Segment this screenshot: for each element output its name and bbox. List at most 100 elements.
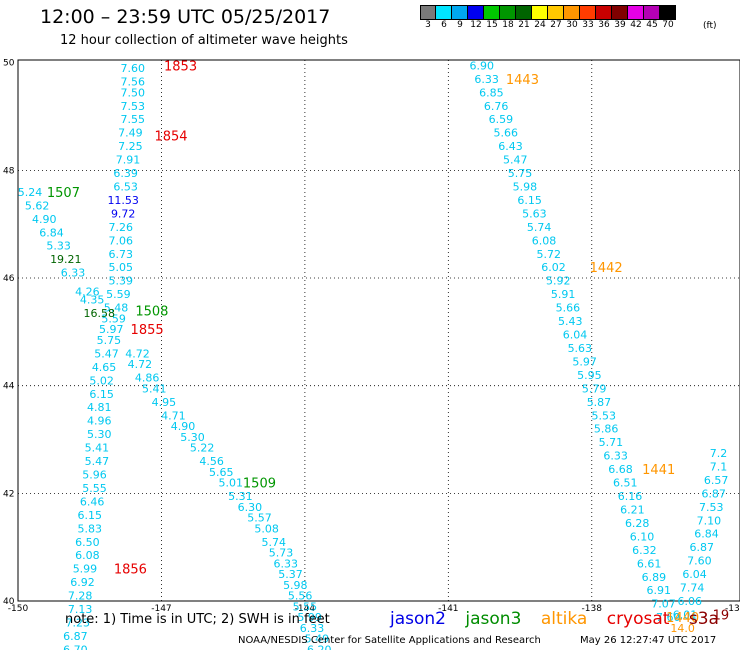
wave-height-value: 4.35	[80, 294, 105, 307]
wave-height-value: 19.21	[50, 253, 82, 266]
wave-height-value: 4.86	[135, 372, 160, 385]
longitude-tick-label: -150	[8, 604, 29, 614]
wave-height-value: 5.55	[293, 600, 318, 613]
color-swatch	[564, 5, 580, 20]
wave-height-value: 7.49	[118, 127, 143, 140]
wave-height-value: 16.58	[84, 307, 116, 320]
wave-height-value: 5.30	[87, 428, 112, 441]
wave-height-value: 6.10	[630, 530, 655, 543]
wave-height-value: 5.74	[527, 221, 552, 234]
pass-time-label: 1441	[642, 463, 675, 478]
wave-height-value: 5.05	[109, 261, 134, 274]
wave-height-value: 6.46	[80, 495, 105, 508]
wave-height-value: 6.89	[642, 571, 667, 584]
wave-height-value: 5.41	[142, 382, 167, 395]
color-scale-labels: 3 6 9 12 15 18 21 24 27 30 33 36 39 42 45 70	[420, 20, 676, 30]
wave-height-value: 4.96	[87, 415, 112, 428]
wave-height-value: 5.08	[254, 522, 279, 535]
latitude-tick-label: 46	[3, 274, 15, 284]
wave-height-value: 14.0	[670, 622, 695, 635]
pass-time-label: 1854	[154, 129, 187, 144]
wave-height-value: 6.76	[484, 100, 509, 113]
pass-time-label: 1856	[114, 563, 147, 578]
longitude-tick-label: -135	[725, 604, 740, 614]
wave-height-value: 7.07	[651, 598, 676, 611]
color-swatch	[516, 5, 532, 20]
wave-height-value: 4.71	[161, 409, 186, 422]
wave-height-value: 6.08	[532, 234, 557, 247]
color-scale-label: 12	[470, 20, 482, 30]
legend-jason2: jason2	[390, 609, 446, 629]
wave-height-value: 6.06	[678, 595, 703, 608]
wave-height-value: 6.57	[704, 474, 729, 487]
color-swatch	[644, 5, 660, 20]
wave-height-value: 5.33	[46, 240, 71, 253]
wave-height-value: 6.43	[498, 140, 523, 153]
wave-height-value: 6.68	[608, 463, 633, 476]
wave-height-value: 4.56	[199, 455, 224, 468]
wave-height-value: 5.41	[85, 442, 110, 455]
wave-height-value: 5.87	[587, 396, 612, 409]
pass-time-label: 1508	[135, 304, 168, 319]
wave-height-value: 5.96	[82, 468, 107, 481]
wave-height-value: 6.91	[646, 584, 671, 597]
latitude-tick-label: 44	[3, 382, 15, 392]
wave-height-value: 6.92	[70, 576, 95, 589]
wave-height-value: 7.2	[710, 447, 728, 460]
color-scale-label: 9	[457, 20, 463, 30]
color-swatch	[580, 5, 596, 20]
wave-height-value: 6.28	[625, 517, 650, 530]
wave-height-value: 5.86	[594, 423, 619, 436]
wave-height-value: 5.71	[599, 436, 624, 449]
wave-height-value: 5.66	[556, 302, 581, 315]
wave-height-value: 5.98	[513, 181, 538, 194]
wave-height-value: 5.79	[582, 382, 607, 395]
wave-height-value: 6.33	[474, 73, 499, 86]
wave-height-value: 5.92	[546, 275, 571, 288]
wave-height-value: 6.15	[89, 388, 114, 401]
color-scale-label: 18	[502, 20, 514, 30]
color-swatch	[612, 5, 628, 20]
color-swatch	[548, 5, 564, 20]
wave-height-value: 5.39	[109, 275, 134, 288]
wave-height-value: 6.33	[603, 450, 628, 463]
wave-height-value: 5.98	[283, 579, 308, 592]
wave-height-value: 7.91	[116, 154, 141, 167]
color-scale-label: 6	[441, 20, 447, 30]
color-scale-label: 27	[550, 20, 562, 30]
latitude-tick-label: 48	[3, 166, 15, 176]
wave-height-value: 6.33	[274, 557, 299, 570]
pass-time-label: 1507	[47, 186, 80, 201]
wave-height-value: 6.61	[637, 557, 662, 570]
wave-height-value: 5.24	[18, 186, 43, 199]
wave-height-value: 5.72	[536, 248, 561, 261]
color-scale-label: 15	[486, 20, 498, 30]
pass-time-label: 19	[713, 608, 730, 623]
wave-height-value: 5.97	[572, 355, 597, 368]
wave-height-value: 4.72	[125, 347, 150, 360]
wave-height-value: 5.95	[577, 369, 602, 382]
pass-time-label: 1509	[243, 477, 276, 492]
wave-height-value: 5.49	[305, 633, 330, 646]
wave-height-value: 5.31	[228, 490, 253, 503]
wave-height-value: 6.85	[479, 86, 504, 99]
wave-height-value: 5.47	[94, 347, 119, 360]
wave-height-value: 5.59	[106, 288, 131, 301]
wave-height-value: 7.13	[68, 603, 93, 616]
wave-height-value: 6.15	[77, 509, 102, 522]
wave-height-value: 5.83	[77, 522, 102, 535]
color-swatch	[660, 5, 676, 20]
wave-height-value: 11.53	[107, 194, 139, 207]
latitude-tick-label: 50	[3, 59, 15, 69]
wave-height-value: 6.59	[489, 113, 514, 126]
color-scale-swatches	[420, 5, 676, 20]
map-title: 12:00 – 23:59 UTC 05/25/2017	[40, 6, 331, 28]
wave-height-value: 5.22	[190, 442, 215, 455]
wave-height-value: 5.62	[25, 199, 50, 212]
generated-timestamp: May 26 12:27:47 UTC 2017	[580, 635, 717, 646]
wave-height-value: 6.51	[613, 477, 638, 490]
wave-height-value: 4.95	[152, 396, 177, 409]
wave-height-value: 7.55	[121, 113, 146, 126]
wave-height-value: 5.99	[73, 563, 98, 576]
